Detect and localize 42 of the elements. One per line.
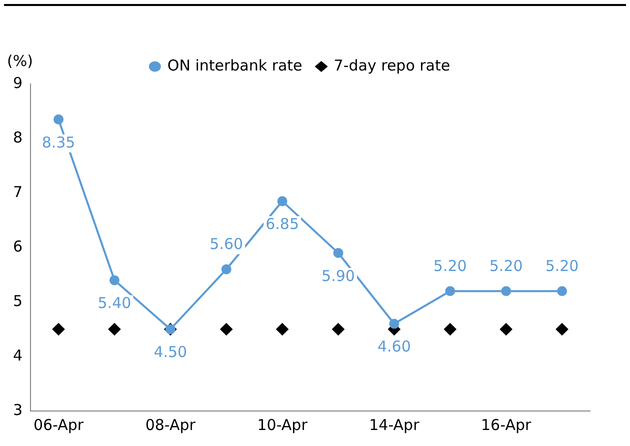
point xyxy=(108,323,120,336)
data-label: 5.20 xyxy=(545,256,579,275)
point xyxy=(220,323,232,336)
point xyxy=(109,275,120,286)
point xyxy=(445,286,456,296)
x-tick-label: 06-Apr xyxy=(33,416,84,434)
legend-label: ON interbank rate xyxy=(167,56,302,74)
point xyxy=(556,323,568,336)
data-label: 5.20 xyxy=(489,256,523,275)
x-tick-label: 16-Apr xyxy=(481,416,532,434)
x-tick-label: 10-Apr xyxy=(257,416,308,434)
y-tick-label: 8 xyxy=(12,128,23,146)
point xyxy=(276,323,288,336)
y-tick-label: 6 xyxy=(12,237,23,256)
point xyxy=(332,323,344,336)
y-tick-label: 4 xyxy=(12,346,23,364)
x-tick-label: 08-Apr xyxy=(145,416,196,434)
y-tick-label: 3 xyxy=(12,400,23,419)
y-tick-label: 5 xyxy=(12,292,23,310)
point xyxy=(389,318,400,329)
data-label: 5.60 xyxy=(210,235,244,254)
data-label: 4.60 xyxy=(377,338,411,356)
point xyxy=(54,114,64,124)
data-label: 5.20 xyxy=(433,256,467,275)
legend-label: 7-day repo rate xyxy=(334,56,450,74)
point xyxy=(444,323,456,336)
data-label: 5.90 xyxy=(322,266,355,285)
y-tick-label: 9 xyxy=(12,74,23,92)
point xyxy=(277,196,288,206)
y-tick-label: 7 xyxy=(12,182,23,201)
point xyxy=(557,286,568,296)
y-axis-title: (%) xyxy=(7,52,33,70)
data-label: 6.85 xyxy=(266,215,299,234)
point xyxy=(500,323,512,336)
data-label: 4.50 xyxy=(154,343,188,362)
data-label: 5.40 xyxy=(98,294,132,312)
point xyxy=(333,248,344,258)
point xyxy=(221,264,232,274)
point xyxy=(52,323,65,336)
point xyxy=(501,286,512,296)
x-tick-label: 14-Apr xyxy=(369,416,420,434)
data-label: 8.35 xyxy=(42,133,76,152)
